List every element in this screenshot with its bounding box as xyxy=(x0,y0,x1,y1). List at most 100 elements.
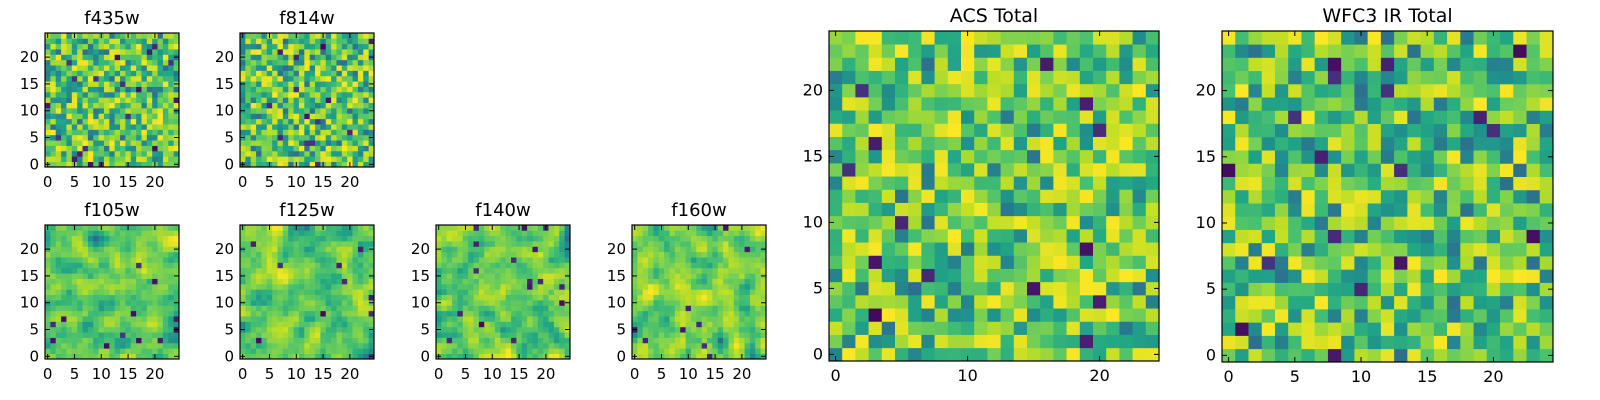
panel-f105w-cell xyxy=(55,241,62,247)
panel-f125w-cell xyxy=(331,342,337,349)
panel-acs-total-cell xyxy=(974,123,988,137)
panel-f814w-cell xyxy=(363,59,369,66)
panel-acs-total-cell xyxy=(947,57,962,71)
panel-f160w-cell xyxy=(712,305,719,312)
panel-f814w-cell xyxy=(288,70,294,77)
panel-f435w-cell xyxy=(66,59,73,66)
panel-f435w-cell xyxy=(146,97,153,104)
panel-f105w-cell xyxy=(146,278,153,285)
panel-f125w-cell xyxy=(240,241,246,247)
panel-f160w-cell xyxy=(701,267,708,274)
panel-acs-total-cell xyxy=(1000,70,1015,85)
panel-f160w-cell xyxy=(674,278,681,285)
panel-f105w-cell xyxy=(162,294,169,301)
panel-f160w-cell xyxy=(648,321,654,328)
panel-f160w-cell xyxy=(637,273,644,279)
panel-f140w-cell xyxy=(436,251,442,258)
panel-f140w-cell xyxy=(489,294,496,301)
panel-acs-total-cell xyxy=(1000,44,1015,58)
panel-f814w-cell xyxy=(331,108,337,114)
panel-acs-total-cell xyxy=(961,242,975,256)
panel-f125w-cell xyxy=(272,267,278,274)
panel-f105w-cell xyxy=(120,342,126,349)
panel-f140w-cell xyxy=(500,348,507,354)
panel-f160w-cell xyxy=(690,348,697,354)
panel-acs-total-cell xyxy=(881,149,896,164)
panel-f435w-cell xyxy=(125,75,132,82)
panel-f435w-cell xyxy=(125,145,132,152)
panel-f105w-cell xyxy=(77,337,83,344)
panel-f814w-cell xyxy=(266,145,273,152)
panel-f160w-cell xyxy=(712,283,719,290)
panel-f105w-xtick-label: 20 xyxy=(145,365,164,383)
panel-acs-total-cell xyxy=(1040,149,1054,164)
panel-f814w-cell xyxy=(331,43,337,50)
panel-f435w-cell xyxy=(141,140,148,146)
panel-f435w-cell xyxy=(120,108,126,114)
panel-f140w-cell xyxy=(516,283,523,290)
panel-f105w-cell xyxy=(98,321,105,328)
panel-f125w-cell xyxy=(363,235,369,242)
panel-f160w-cell xyxy=(690,310,697,317)
panel-f435w-cell xyxy=(109,59,116,66)
panel-f435w-cell xyxy=(168,134,174,141)
panel-f814w-cell xyxy=(298,59,305,66)
panel-f160w-cell xyxy=(733,246,740,253)
panel-acs-total-cell xyxy=(1079,229,1094,243)
panel-wfc3-ir-total-cell xyxy=(1433,242,1448,257)
panel-f105w-cell xyxy=(162,353,169,360)
panel-f105w-cell xyxy=(87,278,94,285)
panel-f435w-cell xyxy=(93,54,99,61)
panel-f125w-cell xyxy=(256,310,262,317)
panel-acs-total-cell xyxy=(1027,202,1041,217)
panel-acs-total-cell xyxy=(1053,281,1067,296)
panel-f435w-cell xyxy=(109,97,116,104)
panel-acs-total-cell xyxy=(1000,215,1015,230)
panel-wfc3-ir-total-cell xyxy=(1354,242,1368,257)
panel-f160w-cell xyxy=(701,294,708,301)
panel-f105w-cell xyxy=(71,342,78,349)
panel-f435w-cell xyxy=(66,134,73,141)
panel-f105w-cell xyxy=(114,353,121,360)
panel-f105w-cell xyxy=(152,342,158,349)
panel-f125w-cell xyxy=(256,353,262,360)
panel-f105w-cell xyxy=(125,310,132,317)
panel-wfc3-ir-total-cell xyxy=(1314,203,1329,217)
panel-f105w-cell xyxy=(109,294,116,301)
panel-f435w-cell xyxy=(50,38,57,45)
panel-acs-total-cell xyxy=(829,308,843,322)
panel-f140w-cell xyxy=(478,273,485,279)
panel-f160w-cell xyxy=(637,230,644,237)
panel-f160w-cell xyxy=(696,305,703,312)
panel-f435w-cell xyxy=(114,118,121,125)
panel-f435w-cell xyxy=(168,75,174,82)
panel-f160w-cell xyxy=(749,230,756,237)
panel-wfc3-ir-total-cell xyxy=(1274,309,1289,323)
panel-f105w-cell xyxy=(55,289,62,296)
panel-acs-total-cell xyxy=(1040,70,1054,85)
panel-acs-total-cell xyxy=(1027,321,1041,335)
panel-f160w-cell xyxy=(674,337,681,344)
panel-wfc3-ir-total-cell xyxy=(1473,203,1488,217)
panel-f160w-cell xyxy=(637,300,644,306)
panel-f105w-cell xyxy=(98,257,105,263)
panel-f814w-cell xyxy=(256,108,262,114)
panel-f814w-cell xyxy=(272,65,278,71)
panel-acs-total-cell xyxy=(881,70,896,85)
panel-f814w-cell xyxy=(293,86,300,93)
panel-f125w-cell xyxy=(272,278,278,285)
panel-f814w-cell xyxy=(250,108,257,114)
panel-f140w-cell xyxy=(446,257,453,263)
panel-f125w-cell xyxy=(309,337,316,344)
panel-acs-total-cell xyxy=(1040,281,1054,296)
panel-f125w-cell xyxy=(261,230,268,237)
panel-wfc3-ir-total-cell xyxy=(1394,335,1408,350)
panel-acs-total-cell xyxy=(1040,44,1054,58)
panel-f160w-cell xyxy=(685,246,692,253)
panel-acs-total-cell xyxy=(921,255,935,269)
panel-f140w-cell xyxy=(521,294,528,301)
panel-f160w-cell xyxy=(658,246,665,253)
panel-f435w-cell xyxy=(55,75,62,82)
panel-f814w-cell xyxy=(368,38,375,45)
panel-acs-total-cell xyxy=(974,308,988,322)
